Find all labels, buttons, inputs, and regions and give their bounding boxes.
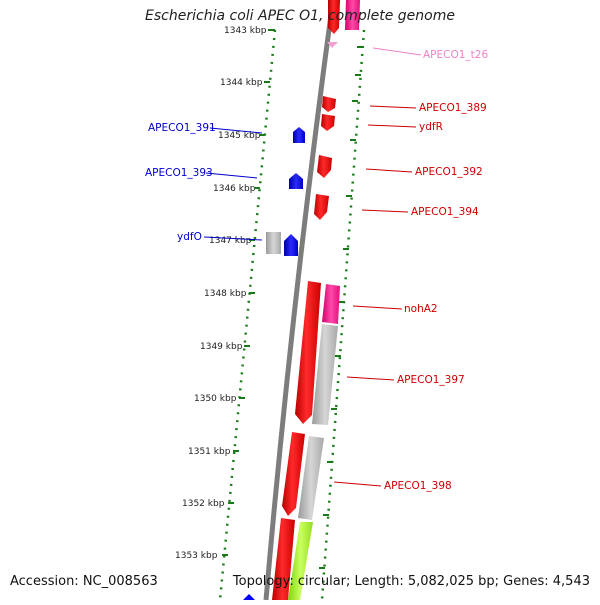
rna-feature-nohA2[interactable] xyxy=(322,284,340,324)
ruler-labels: 1343 kbp 1344 kbp 1345 kbp 1346 kbp 1347… xyxy=(175,26,267,561)
gene-label-nohA2[interactable]: nohA2 xyxy=(404,303,438,315)
gene-label-APECO1_392[interactable]: APECO1_392 xyxy=(415,166,483,178)
hit-feature-ydfO[interactable] xyxy=(266,232,281,254)
gene-label-ydfO[interactable]: ydfO xyxy=(177,231,202,243)
hit-feature-APECO1_398[interactable] xyxy=(298,436,324,520)
label-leaders xyxy=(203,47,422,487)
inner-slot-ring xyxy=(218,29,277,601)
reverse-strand-features xyxy=(243,127,305,600)
cds-feature-APECO1_392[interactable] xyxy=(317,155,332,178)
ruler-tick-label: 1343 kbp xyxy=(224,26,267,36)
outer-features xyxy=(288,0,360,600)
hit-feature-nohA2[interactable] xyxy=(312,324,338,425)
ruler-tick-label: 1348 kbp xyxy=(204,289,247,299)
gene-label-APECO1_389[interactable]: APECO1_389 xyxy=(419,102,487,114)
cds-feature-bottom-blue[interactable] xyxy=(243,594,255,600)
rna-feature-top[interactable] xyxy=(345,0,360,30)
map-title: Escherichia coli APEC O1, complete genom… xyxy=(145,8,455,24)
ruler-tick-label: 1352 kbp xyxy=(182,499,225,509)
cds-feature-APECO1_391[interactable] xyxy=(293,127,305,143)
topology-text: Topology: circular; Length: 5,082,025 bp… xyxy=(232,574,590,589)
cds-feature-APECO1_394[interactable] xyxy=(314,194,329,220)
cds-feature-APECO1_389[interactable] xyxy=(322,96,336,112)
cds-feature-top[interactable] xyxy=(328,0,340,34)
ruler-tick-label: 1349 kbp xyxy=(200,342,243,352)
cds-feature-nohA2[interactable] xyxy=(295,281,321,424)
ruler-tick-label: 1345 kbp xyxy=(218,131,261,141)
gene-label-ydfR[interactable]: ydfR xyxy=(419,121,443,133)
gene-labels: APECO1_t26 APECO1_389 ydfR APECO1_391 AP… xyxy=(145,49,488,492)
ruler-tick-label: 1344 kbp xyxy=(220,78,263,88)
cds-feature-ydfR[interactable] xyxy=(321,114,335,131)
cds-feature-bottom[interactable] xyxy=(272,518,295,600)
forward-strand-features xyxy=(272,0,340,600)
rna-feature-APECO1_t26[interactable] xyxy=(327,42,338,48)
gene-label-APECO1_391[interactable]: APECO1_391 xyxy=(148,122,216,134)
accession-text: Accession: NC_008563 xyxy=(10,574,158,589)
ruler-ticks xyxy=(222,29,275,556)
lime-feature[interactable] xyxy=(288,522,313,600)
gene-label-APECO1_398[interactable]: APECO1_398 xyxy=(384,480,452,492)
gene-label-APECO1_397[interactable]: APECO1_397 xyxy=(397,374,465,386)
gene-label-APECO1_t26[interactable]: APECO1_t26 xyxy=(423,49,488,61)
gene-label-APECO1_393[interactable]: APECO1_393 xyxy=(145,167,213,179)
cds-feature-APECO1_393[interactable] xyxy=(289,173,303,189)
ruler-tick-label: 1346 kbp xyxy=(213,184,256,194)
ruler-tick-label: 1347 kbp xyxy=(209,236,252,246)
ruler-tick-label: 1350 kbp xyxy=(194,394,237,404)
cds-feature-ydfO[interactable] xyxy=(284,234,298,256)
ring-ticks xyxy=(319,46,363,569)
gene-label-APECO1_394[interactable]: APECO1_394 xyxy=(411,206,479,218)
ruler-tick-label: 1353 kbp xyxy=(175,551,218,561)
cds-feature-APECO1_398[interactable] xyxy=(282,432,305,516)
genome-backbone xyxy=(263,0,336,601)
ruler-tick-label: 1351 kbp xyxy=(188,447,231,457)
